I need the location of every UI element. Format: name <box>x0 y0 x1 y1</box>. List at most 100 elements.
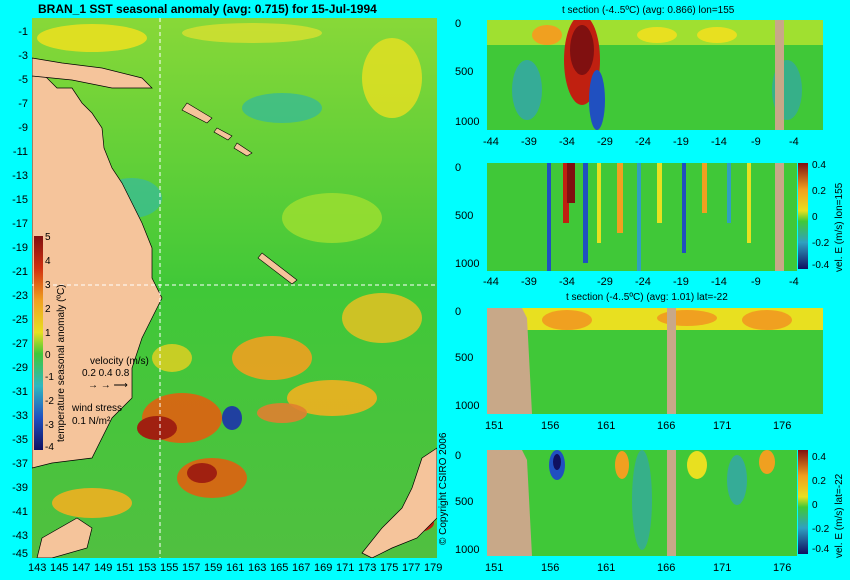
p4-cb-tick: -0.2 <box>812 524 830 535</box>
lon-tick: 143 <box>28 562 47 574</box>
p1-x-tick: -39 <box>521 136 537 148</box>
p1-x-tick: -19 <box>673 136 689 148</box>
p4-cb-ticks: 0.4 0.2 0 -0.2 -0.4 <box>810 448 834 558</box>
p4-x-ticks: 151 156 161 166 171 176 <box>485 562 827 576</box>
cb-tick: -2 <box>45 396 54 407</box>
p4-x-tick: 176 <box>773 562 792 574</box>
p3-x-tick: 156 <box>541 420 560 432</box>
lat-tick: -11 <box>12 146 28 158</box>
lon-tick: 145 <box>50 562 69 574</box>
solomon-islands <box>181 102 253 157</box>
p3-y-tick: 0 <box>455 306 462 318</box>
p4-y-tick: 1000 <box>455 544 480 556</box>
p1-x-tick: -44 <box>483 136 499 148</box>
p2-x-tick: -9 <box>751 276 761 288</box>
p2-x-tick: -44 <box>483 276 499 288</box>
p3-x-ticks: 151 156 161 166 171 176 <box>485 420 827 434</box>
p2-cb-tick: 0.4 <box>812 160 826 171</box>
copyright-text: © Copyright CSIRO 2006 <box>438 432 449 545</box>
p2-cb-tick: -0.4 <box>812 260 830 271</box>
wind-legend-title: wind stress <box>72 403 123 414</box>
sst-anomaly-map[interactable] <box>32 18 437 558</box>
p4-colorbar <box>798 450 808 554</box>
p2-x-tick: -24 <box>635 276 651 288</box>
p3-x-tick: 151 <box>485 420 504 432</box>
p4-y-tick: 500 <box>455 496 474 508</box>
velocity-arrows-icon: → → ⟶ <box>88 380 128 391</box>
p1-y-tick: 1000 <box>455 116 480 128</box>
lon-tick: 157 <box>182 562 201 574</box>
lat-tick: -33 <box>12 410 28 422</box>
p1-y-tick: 500 <box>455 66 474 78</box>
cb-tick: 4 <box>45 256 51 267</box>
wind-legend-value: 0.1 N/m² <box>72 416 111 427</box>
lat-tick: -39 <box>12 482 28 494</box>
p2-cb-tick: 0 <box>812 212 818 223</box>
p4-x-tick: 161 <box>597 562 616 574</box>
p2-y-tick: 0 <box>455 162 462 174</box>
lat-tick: -5 <box>18 74 28 86</box>
p4-cb-tick: 0 <box>812 500 818 511</box>
p3-y-tick: 500 <box>455 352 474 364</box>
p2-x-tick: -29 <box>597 276 613 288</box>
p4-cb-tick: 0.2 <box>812 476 826 487</box>
p2-x-tick: -39 <box>521 276 537 288</box>
australia-landmass <box>32 67 163 469</box>
lat-tick: -35 <box>12 434 28 446</box>
cb-tick: 0 <box>45 350 51 361</box>
lat-tick: -25 <box>12 314 28 326</box>
lon-tick: 153 <box>138 562 157 574</box>
p2-cb-tick: -0.2 <box>812 238 830 249</box>
map-lat-ticks: -1 -3 -5 -7 -9 -11 -13 -15 -17 -19 -21 -… <box>0 18 32 560</box>
lon-tick: 161 <box>226 562 245 574</box>
p2-x-tick: -14 <box>711 276 727 288</box>
map-title: BRAN_1 SST seasonal anomaly (avg: 0.715)… <box>38 2 377 16</box>
lat-tick: -17 <box>12 218 28 230</box>
panel4-velocity-section[interactable] <box>487 450 797 556</box>
lon-tick: 147 <box>72 562 91 574</box>
lon-tick: 177 <box>402 562 421 574</box>
lon-tick: 167 <box>292 562 311 574</box>
cb-tick: -4 <box>45 442 54 453</box>
anomaly-patches <box>37 23 434 533</box>
lat-tick: -43 <box>12 530 28 542</box>
lon-tick: 159 <box>204 562 223 574</box>
cb-tick: 2 <box>45 304 51 315</box>
lon-tick: 179 <box>424 562 443 574</box>
panel1-t-section[interactable] <box>487 20 823 130</box>
panel1-title: t section (-4..5ºC) (avg: 0.866) lon=155 <box>562 5 735 16</box>
velocity-legend-title: velocity (m/s) <box>90 356 149 367</box>
p1-x-tick: -29 <box>597 136 613 148</box>
p3-x-tick: 161 <box>597 420 616 432</box>
lon-tick: 175 <box>380 562 399 574</box>
p4-x-tick: 151 <box>485 562 504 574</box>
lat-tick: -45 <box>12 548 28 560</box>
new-guinea-landmass <box>32 57 153 89</box>
lon-tick: 163 <box>248 562 267 574</box>
p4-x-tick: 166 <box>657 562 676 574</box>
lat-tick: -15 <box>12 194 28 206</box>
panel3-title: t section (-4..5ºC) (avg: 1.01) lat=-22 <box>566 292 728 303</box>
lon-tick: 173 <box>358 562 377 574</box>
lat-tick: -23 <box>12 290 28 302</box>
tasmania-landmass <box>36 517 93 558</box>
p4-cb-tick: -0.4 <box>812 544 830 555</box>
p1-x-tick: -34 <box>559 136 575 148</box>
lat-tick: -13 <box>12 170 28 182</box>
p3-x-tick: 171 <box>713 420 732 432</box>
cb-tick: 3 <box>45 280 51 291</box>
p2-x-ticks: -44 -39 -34 -29 -24 -19 -14 -9 -4 <box>483 276 827 290</box>
lon-tick: 169 <box>314 562 333 574</box>
p4-cb-label: vel. E (m/s) lat=-22 <box>834 473 845 558</box>
panel2-velocity-section[interactable] <box>487 163 797 271</box>
p3-x-tick: 176 <box>773 420 792 432</box>
cb-tick: -3 <box>45 420 54 431</box>
p2-cb-tick: 0.2 <box>812 186 826 197</box>
map-colorbar <box>34 236 43 450</box>
p2-colorbar <box>798 163 808 269</box>
p1-x-tick: -4 <box>789 136 799 148</box>
p3-y-tick: 1000 <box>455 400 480 412</box>
panel3-t-section[interactable] <box>487 308 823 414</box>
p4-y-tick: 0 <box>455 450 462 462</box>
lat-tick: -1 <box>18 26 28 38</box>
